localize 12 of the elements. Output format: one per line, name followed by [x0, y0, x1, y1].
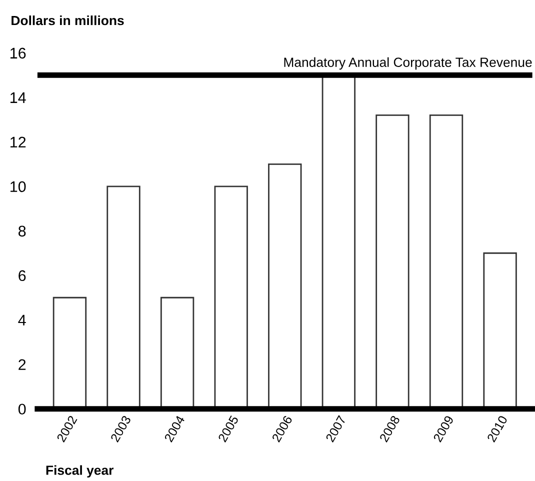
y-tick-label: 0: [18, 404, 26, 415]
y-tick-label: 6: [18, 270, 26, 282]
ref-line-label: Mandatory Annual Corporate Tax Revenue: [284, 57, 532, 70]
y-tick-label: 2: [18, 359, 26, 370]
y-tick-label: 16: [10, 48, 26, 59]
y-tick-label: 12: [10, 136, 26, 148]
x-axis-title: Fiscal year: [46, 465, 114, 478]
y-axis-title: Dollars in millions: [12, 15, 124, 26]
y-tick-label: 10: [10, 181, 26, 192]
y-tick-label: 4: [18, 314, 26, 326]
y-tick-label: 8: [18, 226, 26, 237]
y-tick-label: 14: [10, 92, 26, 103]
